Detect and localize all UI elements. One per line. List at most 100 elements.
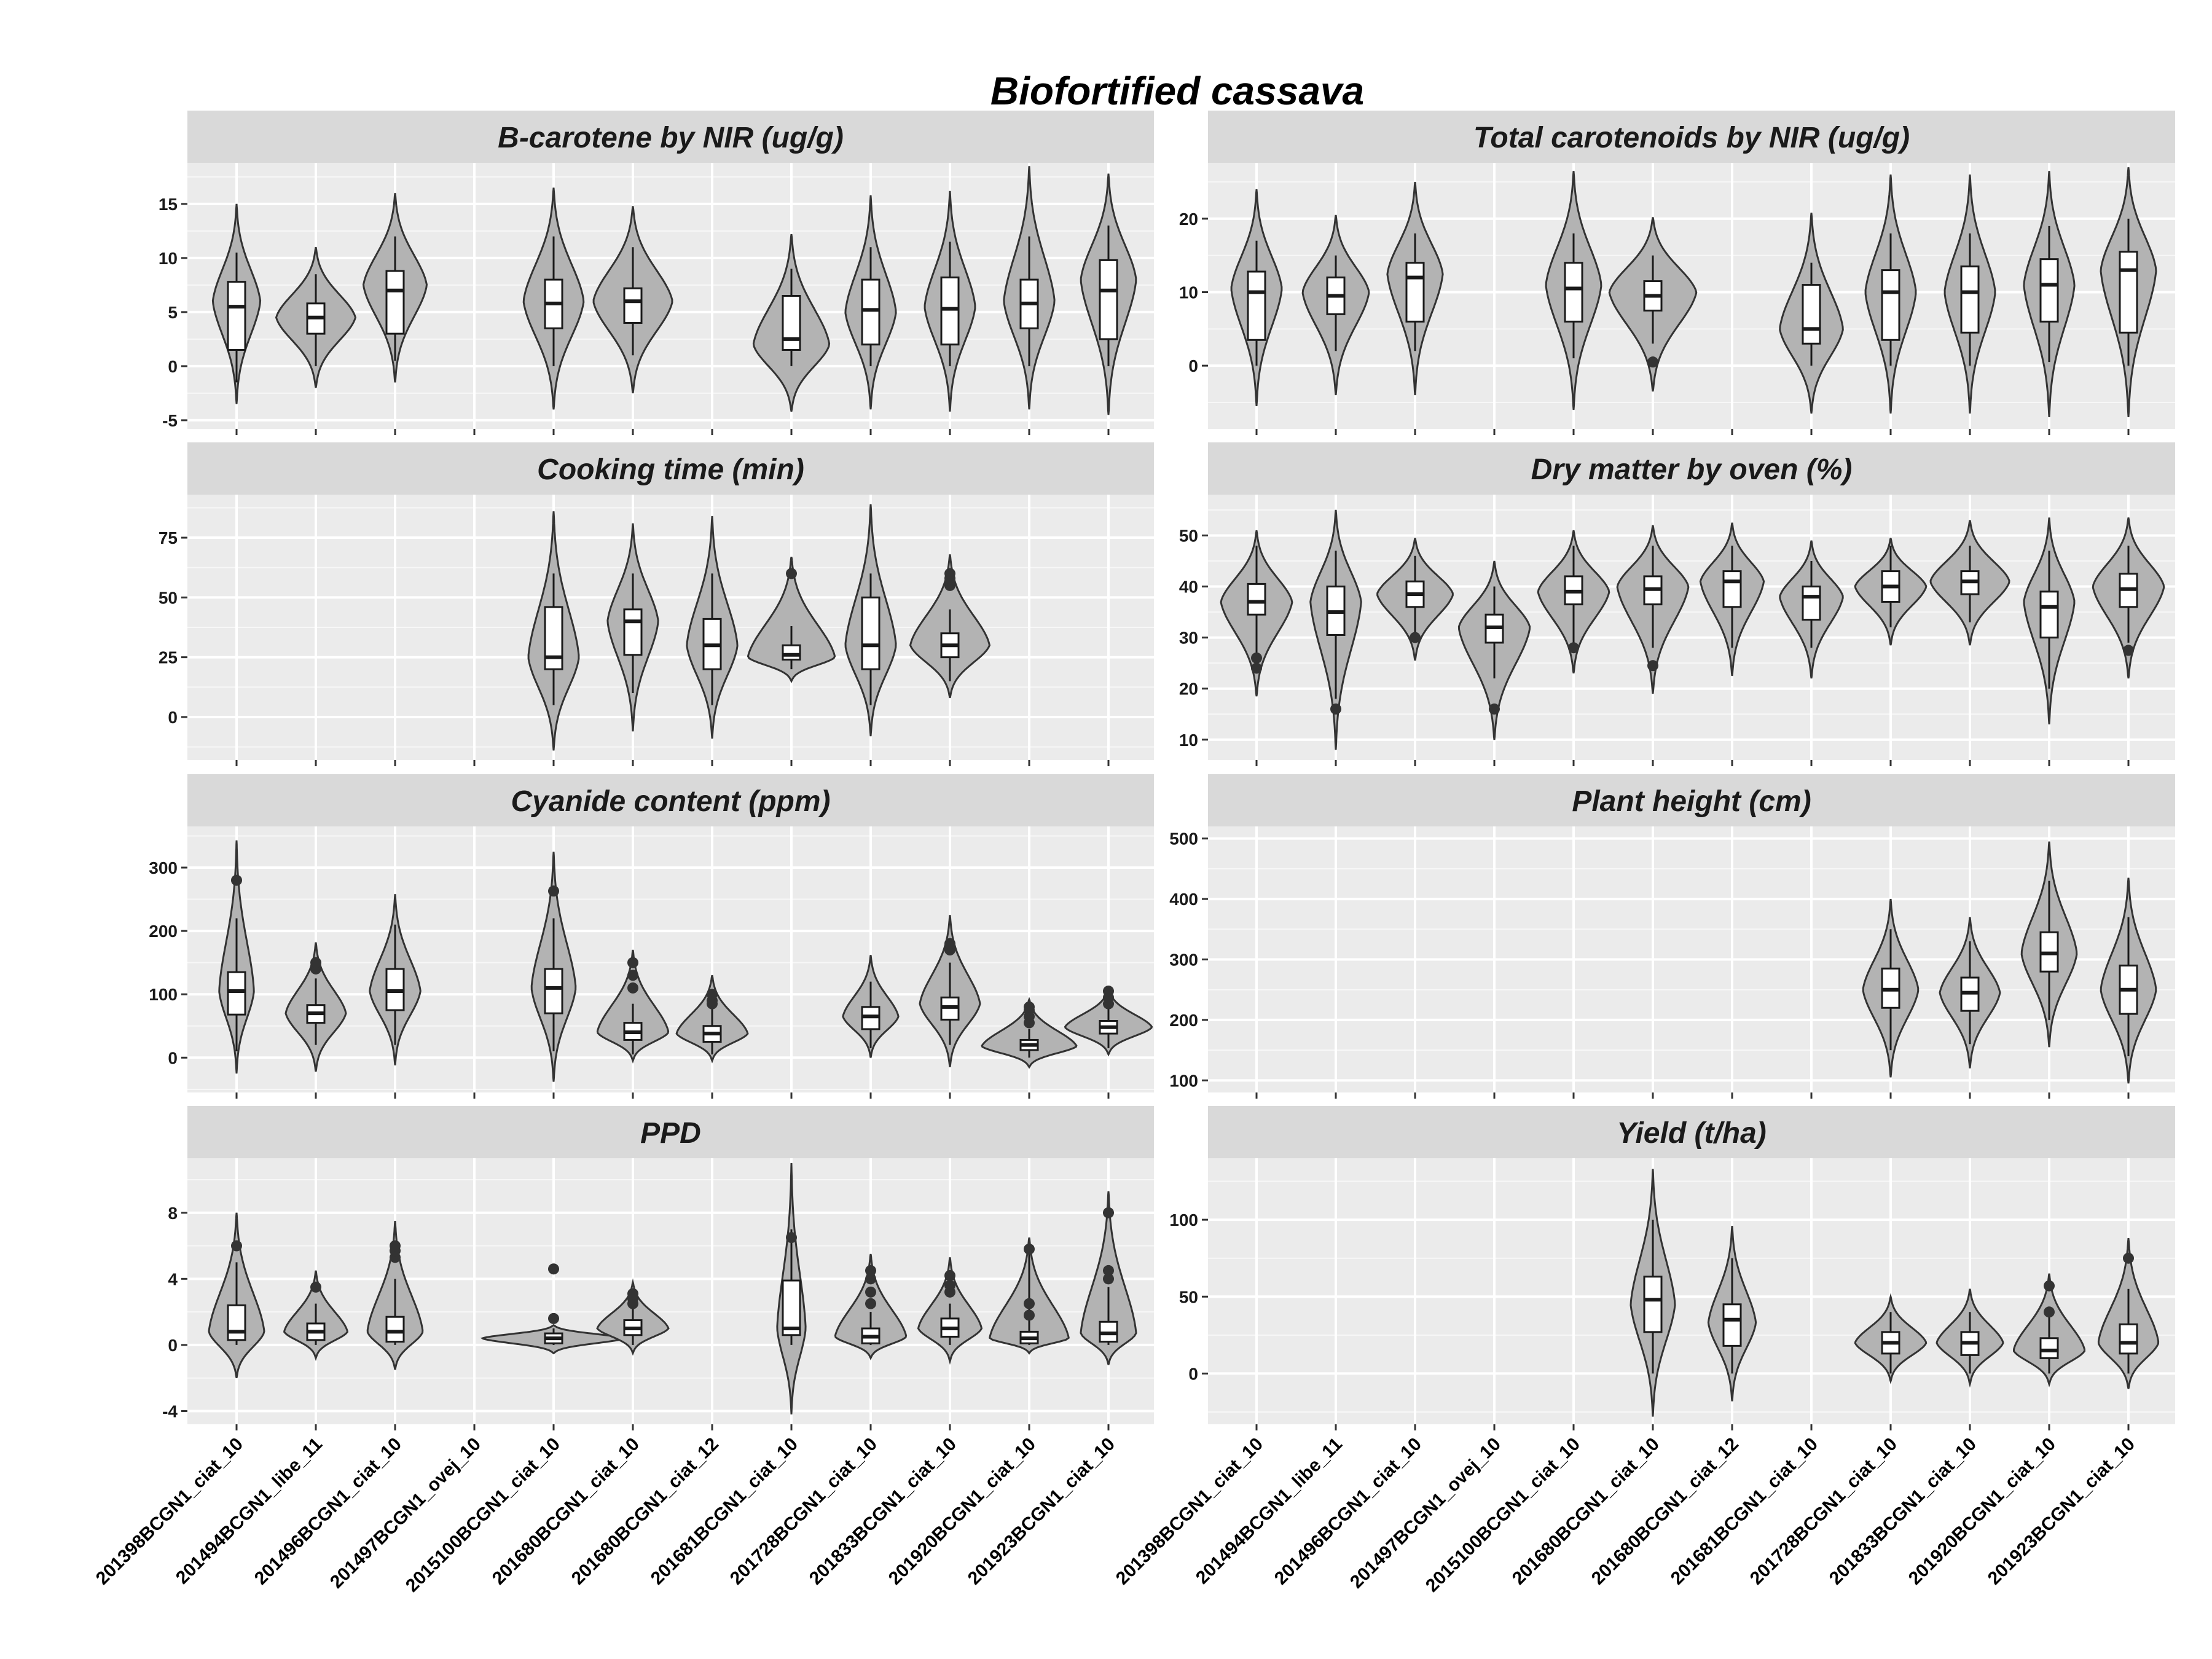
- facet-strip-label: PPD: [640, 1117, 701, 1150]
- x-tick-label: 201497BCGN1_ovej_10: [1346, 1434, 1505, 1593]
- y-tick-label: 50: [1179, 526, 1198, 545]
- x-tick-label: 201494BCGN1_libe_11: [1192, 1434, 1346, 1588]
- box-iqr: [1247, 270, 1266, 341]
- outlier-point: [1489, 703, 1500, 715]
- x-tick-label: 201496BCGN1_ciat_10: [251, 1434, 406, 1589]
- y-tick-label: 50: [159, 588, 178, 607]
- facet-strip: [187, 774, 1154, 826]
- y-tick-label: 30: [1179, 629, 1198, 648]
- box-iqr: [1722, 570, 1742, 608]
- y-tick-label: 200: [149, 922, 178, 941]
- facet-strip-label: Plant height (cm): [1572, 785, 1811, 818]
- outlier-point: [1024, 1001, 1035, 1013]
- outlier-point: [231, 1240, 242, 1252]
- outlier-point: [865, 1298, 876, 1309]
- box-iqr: [227, 971, 246, 1016]
- y-tick-label: 20: [1179, 680, 1198, 699]
- facet-strip-label: Total carotenoids by NIR (ug/g): [1473, 122, 1910, 154]
- x-tick-label: 201680BCGN1_ciat_10: [488, 1434, 643, 1589]
- outlier-point: [310, 957, 321, 968]
- box-iqr: [1802, 586, 1821, 621]
- x-tick-label: 201728BCGN1_ciat_10: [726, 1434, 881, 1589]
- outlier-point: [1251, 662, 1262, 674]
- facet-strip-label: B-carotene by NIR (ug/g): [498, 122, 844, 154]
- x-tick-label: 201728BCGN1_ciat_10: [1746, 1434, 1901, 1589]
- box-iqr: [1643, 1276, 1663, 1333]
- facet-panel: PPD -4 0 4 8 201398BCGN1_ciat_10201494BCGN1_l…: [92, 1106, 1154, 1596]
- outlier-point: [627, 970, 638, 981]
- outlier-point: [1568, 642, 1579, 654]
- box-iqr: [227, 1304, 246, 1341]
- y-tick-label: 0: [168, 1336, 178, 1355]
- box-iqr: [1564, 262, 1583, 323]
- y-tick-label: 500: [1169, 830, 1198, 849]
- y-tick-label: -4: [162, 1402, 178, 1421]
- outlier-point: [2044, 1306, 2055, 1318]
- outlier-point: [865, 1265, 876, 1276]
- box-iqr: [2039, 258, 2059, 323]
- x-tick-label: 201497BCGN1_ovej_10: [326, 1434, 485, 1593]
- outlier-point: [707, 989, 718, 1000]
- x-tick-label: 201923BCGN1_ciat_10: [1984, 1434, 2139, 1589]
- box-iqr: [2039, 1337, 2059, 1359]
- x-tick-label: 201680BCGN1_ciat_12: [1588, 1434, 1743, 1589]
- y-tick-label: 0: [168, 708, 178, 727]
- panel-background: [1208, 495, 2175, 760]
- x-tick-label: 201680BCGN1_ciat_12: [568, 1434, 723, 1589]
- y-tick-label: 25: [159, 648, 178, 667]
- box-iqr: [385, 270, 405, 335]
- box-iqr: [2039, 590, 2059, 639]
- facet-strip: [187, 111, 1154, 163]
- y-tick-label: 0: [1188, 356, 1198, 375]
- violin: [747, 556, 836, 683]
- box-iqr: [623, 608, 643, 656]
- box-iqr: [544, 606, 563, 670]
- box-iqr: [1405, 262, 1425, 323]
- outlier-point: [1647, 356, 1658, 368]
- facet-panel: Yield (t/ha)050100201398BCGN1_ciat_10201…: [1112, 1106, 2175, 1596]
- box-iqr: [1960, 265, 1980, 334]
- outlier-point: [2123, 1252, 2134, 1264]
- y-tick-label: 0: [168, 1048, 178, 1067]
- y-tick-label: 300: [1169, 951, 1198, 970]
- outlier-point: [1103, 1207, 1114, 1218]
- box-iqr: [782, 295, 801, 351]
- facet-strip-label: Dry matter by oven (%): [1531, 453, 1853, 486]
- outlier-point: [2123, 645, 2134, 656]
- box-iqr: [1099, 259, 1118, 340]
- y-tick-label: 100: [1169, 1210, 1198, 1230]
- x-tick-label: 2015100BCGN1_ciat_10: [402, 1434, 564, 1596]
- outlier-point: [390, 1240, 401, 1252]
- x-tick-label: 201398BCGN1_ciat_10: [92, 1434, 247, 1589]
- outlier-point: [1330, 703, 1341, 715]
- outlier-point: [1103, 1265, 1114, 1276]
- x-tick-label: 201680BCGN1_ciat_10: [1508, 1434, 1663, 1589]
- outlier-point: [944, 1280, 955, 1292]
- panel-background: [187, 1158, 1154, 1424]
- facet-panel: Cyanide content (ppm) 0 100 200 300: [149, 774, 1154, 1099]
- x-tick-label: 201833BCGN1_ciat_10: [806, 1434, 960, 1589]
- outlier-point: [1024, 1243, 1035, 1255]
- box-iqr: [782, 644, 801, 661]
- outlier-point: [2044, 1280, 2055, 1292]
- x-tick-label: 201681BCGN1_ciat_10: [1667, 1434, 1822, 1589]
- box-iqr: [782, 1279, 801, 1336]
- outlier-point: [786, 568, 797, 579]
- outlier-point: [627, 1288, 638, 1300]
- facet-strip-label: Cooking time (min): [537, 453, 804, 486]
- y-tick-label: 4: [168, 1269, 178, 1288]
- box-iqr: [940, 276, 960, 346]
- box-iqr: [2119, 251, 2138, 334]
- y-tick-label: 100: [149, 985, 178, 1004]
- facet-panel: Cooking time (min) 0 25 50 75: [159, 442, 1154, 766]
- outlier-point: [944, 568, 955, 579]
- outlier-point: [548, 1312, 559, 1324]
- facet-strip: [187, 1106, 1154, 1158]
- y-tick-label: 0: [1188, 1364, 1198, 1383]
- facet-strip: [187, 442, 1154, 495]
- outlier-point: [231, 874, 242, 886]
- y-tick-label: 15: [159, 195, 178, 214]
- box-iqr: [544, 968, 563, 1014]
- y-tick-label: 40: [1179, 578, 1198, 597]
- y-tick-label: 400: [1169, 890, 1198, 909]
